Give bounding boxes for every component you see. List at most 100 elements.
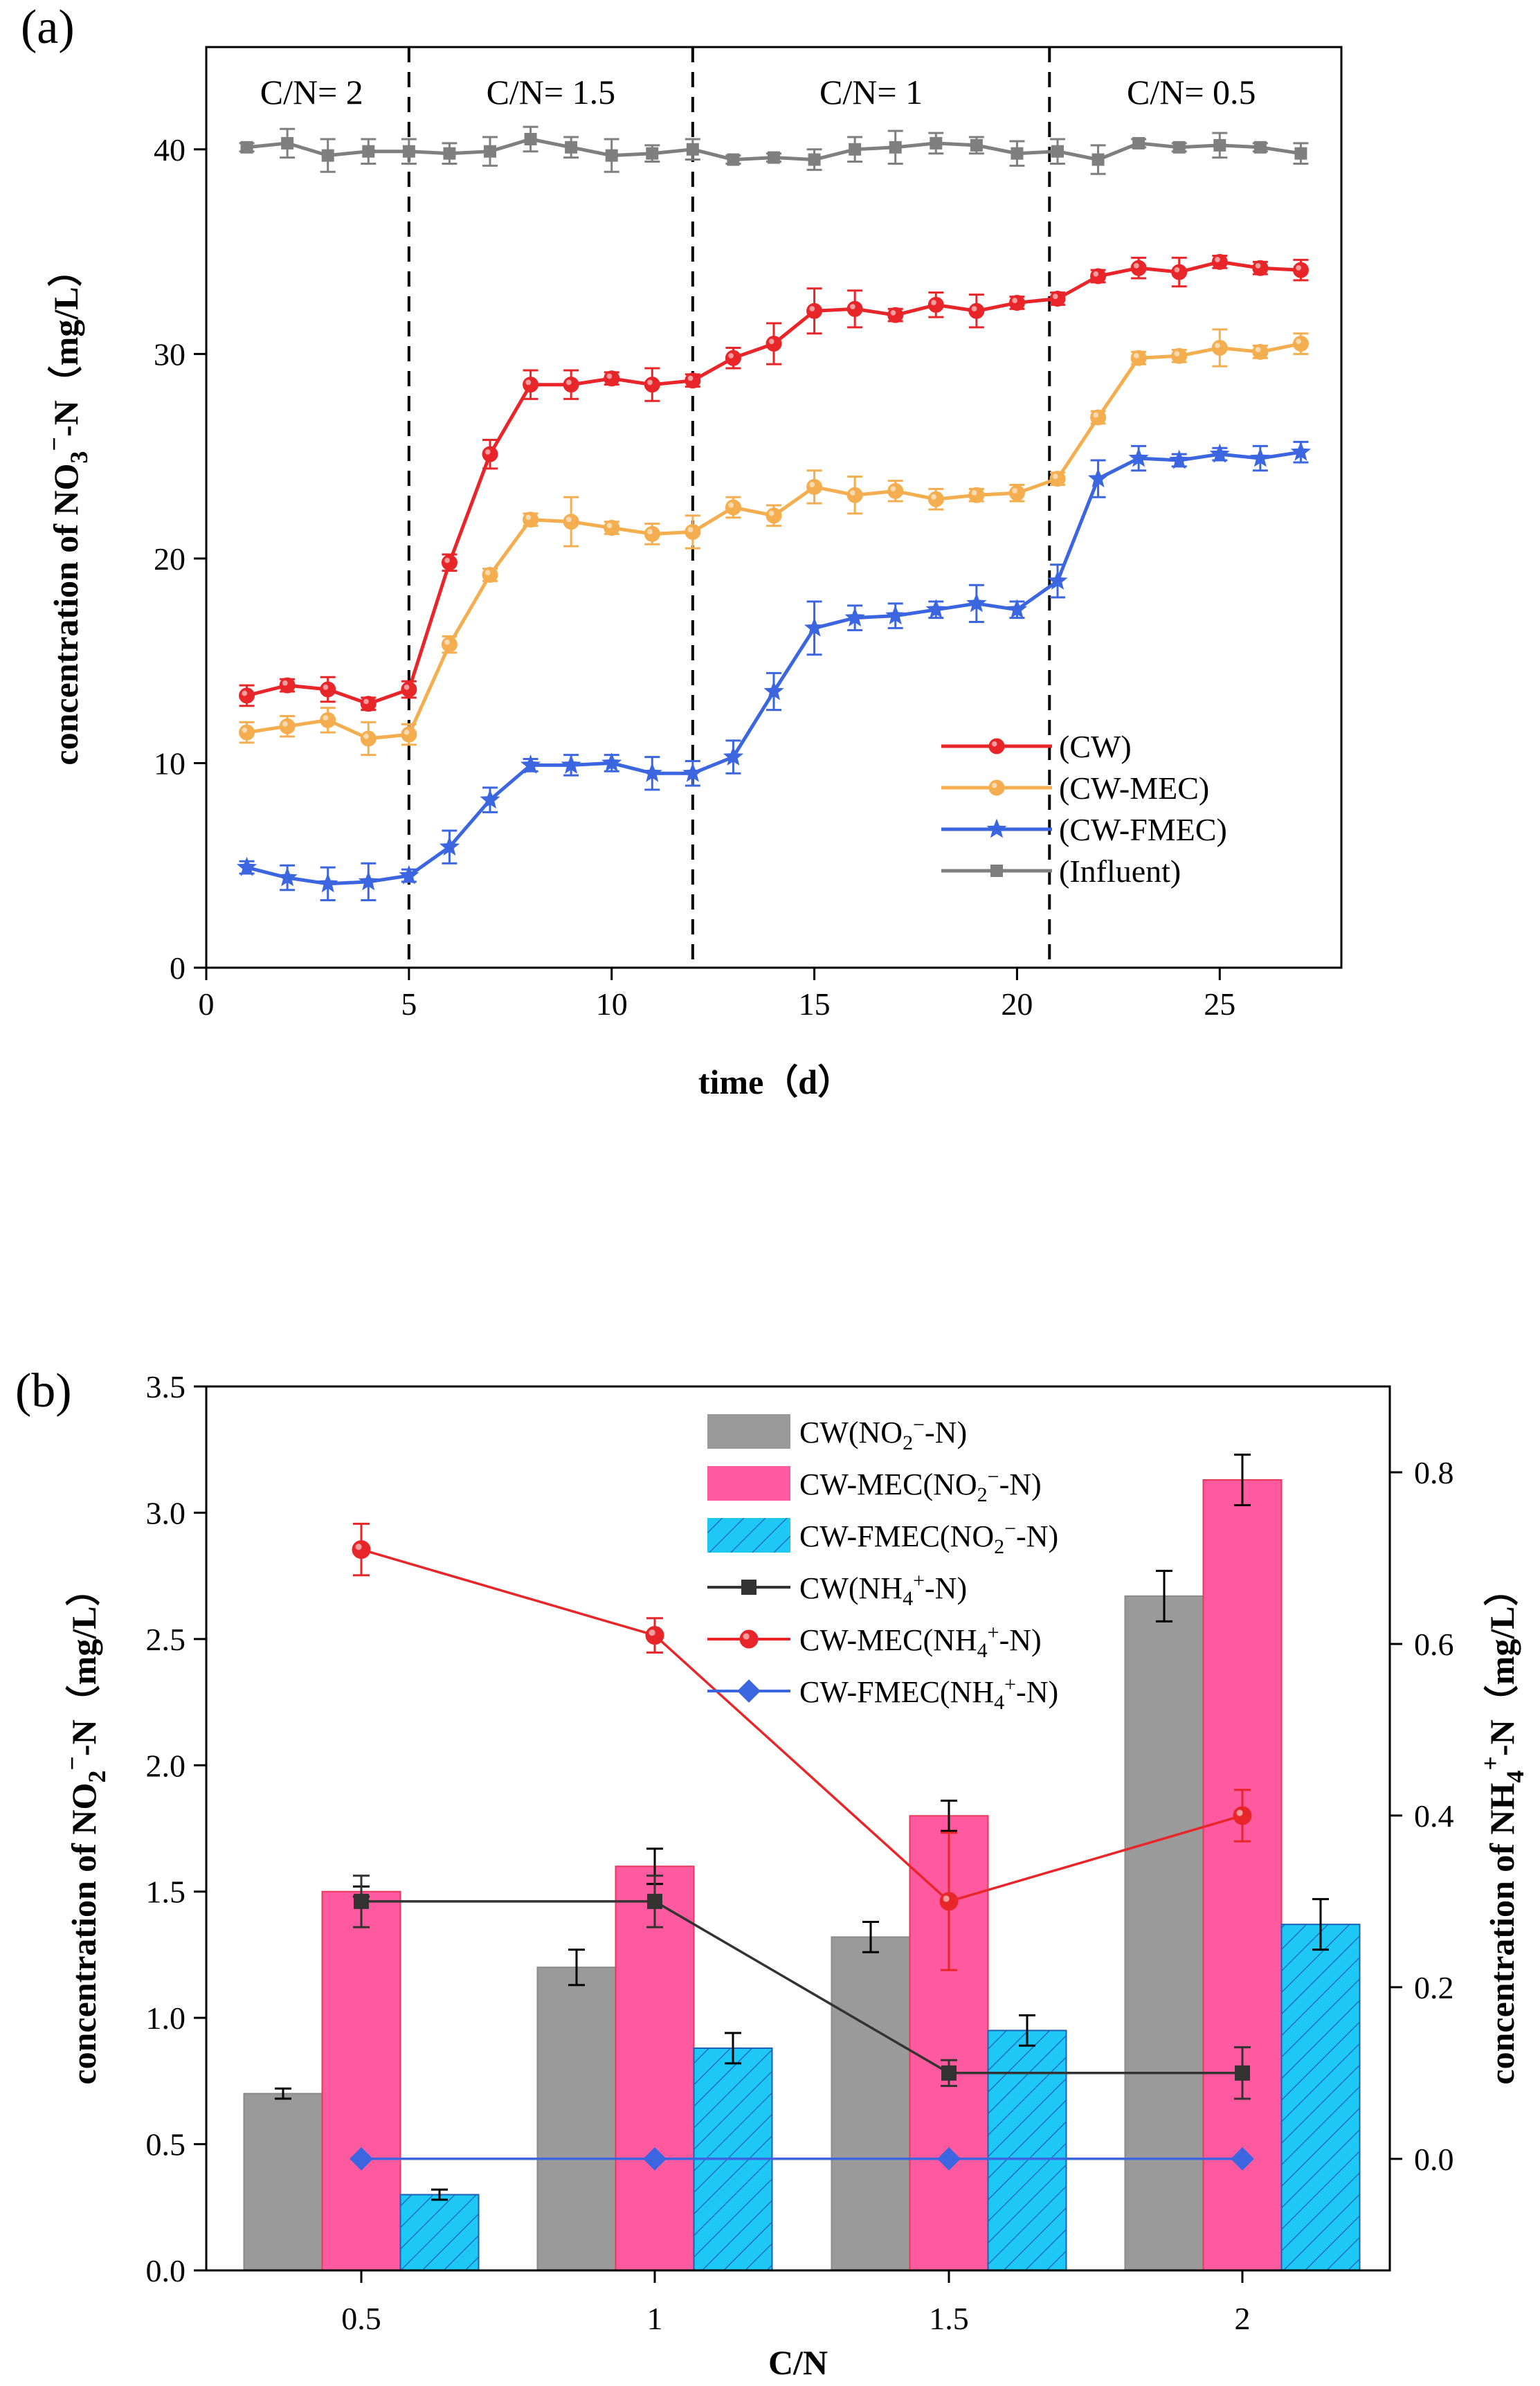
data-point-highlight <box>931 494 936 500</box>
legend-marker <box>739 1629 759 1649</box>
x-tick-label: 1 <box>647 2301 663 2336</box>
data-point <box>889 141 902 154</box>
legend-marker-highlight <box>743 1633 750 1640</box>
legend-label: (Influent) <box>1059 853 1181 889</box>
data-point-highlight <box>943 1895 950 1902</box>
data-point <box>443 147 456 160</box>
legend-marker-highlight <box>991 741 997 747</box>
data-point-highlight <box>728 502 734 508</box>
data-point <box>1008 294 1025 311</box>
legend-label: CW-FMEC(NO2−-N) <box>799 1517 1058 1558</box>
data-point-highlight <box>484 570 491 576</box>
data-point-highlight <box>1255 347 1261 352</box>
data-point-highlight <box>647 379 653 386</box>
data-point <box>927 491 944 507</box>
data-point-highlight <box>849 490 855 496</box>
data-point <box>685 523 701 540</box>
data-point <box>804 617 825 637</box>
data-point <box>563 514 579 530</box>
data-point <box>1130 350 1147 366</box>
y-axis-right-title: concentration of NH4+-N（mg/L） <box>1476 1571 1529 2084</box>
data-point <box>318 873 338 893</box>
x-axis: 0.5 1 1.5 2 <box>341 2270 1251 2336</box>
y-tick-label-right: 0.8 <box>1414 1455 1454 1490</box>
data-point <box>484 145 496 158</box>
data-point <box>682 762 703 782</box>
data-point-highlight <box>565 379 572 386</box>
data-point-highlight <box>768 338 774 345</box>
data-point <box>358 871 379 891</box>
data-point-highlight <box>809 306 815 311</box>
data-point-highlight <box>1093 271 1099 277</box>
y-tick-label: 3.5 <box>146 1369 186 1404</box>
data-point <box>1047 570 1068 590</box>
x-axis-title: C/N <box>768 2343 828 2382</box>
x-tick-label: 15 <box>799 986 831 1022</box>
bar-hatch <box>1281 1924 1360 2270</box>
data-point <box>766 336 782 352</box>
data-point <box>1091 153 1105 166</box>
data-point <box>941 2065 957 2081</box>
data-point <box>360 730 377 747</box>
data-point-highlight <box>525 514 532 521</box>
data-point-highlight <box>565 516 572 523</box>
data-point-highlight <box>1012 298 1017 303</box>
y-axis-left: 0.0 0.5 1.0 1.5 2.0 2.5 3.0 3.5 <box>146 1369 206 2288</box>
data-point <box>725 499 741 516</box>
bar-hatch <box>400 2194 479 2270</box>
data-point <box>279 677 296 694</box>
data-point <box>686 143 699 156</box>
series-cw-mec <box>239 328 1309 757</box>
data-point <box>642 762 662 782</box>
bar <box>1124 1595 1204 2272</box>
data-point-highlight <box>242 690 248 696</box>
data-point <box>1292 262 1309 278</box>
lines-group <box>350 1522 1254 2171</box>
data-point <box>565 141 578 154</box>
bar <box>321 1890 401 2272</box>
y-axis-title: concentration of NO3−-N（mg/L） <box>40 252 93 765</box>
line-series <box>353 1874 1251 2100</box>
data-point <box>281 136 294 150</box>
y-tick-label: 1.0 <box>146 2000 186 2036</box>
region-label: C/N= 1.5 <box>487 73 616 111</box>
data-point <box>1090 268 1107 284</box>
x-tick-label: 0.5 <box>341 2301 381 2336</box>
data-point-highlight <box>404 729 410 735</box>
region-label: C/N= 1 <box>819 73 923 111</box>
data-point-highlight <box>1052 473 1058 480</box>
data-point <box>685 372 701 389</box>
data-point-highlight <box>282 680 288 686</box>
data-point-highlight <box>971 306 977 311</box>
data-point <box>360 696 377 712</box>
series-group <box>236 125 1312 901</box>
legend-marker <box>737 1679 761 1703</box>
y-tick-label: 40 <box>154 132 185 168</box>
y-axis: 0 10 20 30 40 <box>154 132 206 986</box>
data-point-highlight <box>728 353 734 359</box>
region-label: C/N= 0.5 <box>1127 73 1256 111</box>
data-point <box>350 2147 373 2171</box>
y-tick-label: 0.0 <box>146 2253 186 2288</box>
data-point-highlight <box>931 300 936 305</box>
data-point-highlight <box>1236 1809 1243 1816</box>
y-tick-label: 0.5 <box>146 2127 186 2162</box>
y-tick-label: 30 <box>154 336 185 372</box>
data-point <box>604 520 620 536</box>
bar <box>243 2093 323 2272</box>
data-point <box>725 350 741 366</box>
data-point <box>1169 449 1190 469</box>
data-point <box>277 867 298 887</box>
legend-marker <box>988 738 1005 754</box>
panel-a-frame <box>205 46 1343 969</box>
data-point <box>643 2147 667 2171</box>
data-point <box>441 636 458 653</box>
y-tick-label-right: 0.2 <box>1414 1970 1454 2005</box>
data-point-highlight <box>363 698 369 705</box>
data-point <box>885 605 906 625</box>
data-point <box>763 680 784 701</box>
data-point <box>806 302 823 319</box>
data-point <box>354 1893 369 1909</box>
series-line <box>361 1548 1243 1903</box>
data-point <box>524 133 537 145</box>
